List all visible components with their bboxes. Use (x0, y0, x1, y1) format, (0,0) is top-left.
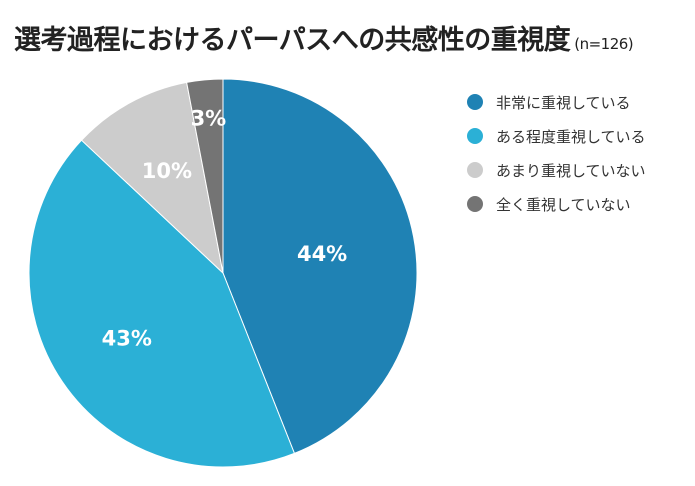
legend-swatch-not-important-at-all (467, 196, 483, 212)
slice-label-not-important-at-all: 3% (191, 106, 227, 130)
legend-item-somewhat-important: ある程度重視している (467, 126, 646, 146)
chart-legend: 非常に重視している ある程度重視している あまり重視していない 全く重視していな… (467, 92, 646, 228)
chart-title-text: 選考過程におけるパーパスへの共感性の重視度 (14, 25, 571, 56)
legend-swatch-somewhat-important (467, 128, 483, 144)
slice-label-somewhat-important: 43% (102, 326, 152, 350)
pie-slice-very-important (222, 78, 418, 455)
slice-label-not-very-important: 10% (142, 159, 192, 183)
legend-item-very-important: 非常に重視している (467, 92, 646, 112)
pie-slice-not-important-at-all (186, 78, 224, 274)
sample-size-note: (n=126) (574, 35, 634, 53)
legend-label-not-very-important: あまり重視していない (496, 161, 646, 180)
pie-slice-somewhat-important (28, 139, 296, 468)
legend-item-not-very-important: あまり重視していない (467, 160, 646, 180)
legend-label-somewhat-important: ある程度重視している (496, 127, 646, 146)
chart-title: 選考過程におけるパーパスへの共感性の重視度 (n=126) (14, 18, 634, 57)
slice-label-very-important: 44% (297, 242, 347, 266)
legend-label-not-important-at-all: 全く重視していない (496, 195, 631, 214)
legend-swatch-very-important (467, 94, 483, 110)
legend-label-very-important: 非常に重視している (496, 93, 631, 112)
legend-swatch-not-very-important (467, 162, 483, 178)
pie-slice-not-very-important (80, 81, 224, 275)
legend-item-not-important-at-all: 全く重視していない (467, 194, 646, 214)
